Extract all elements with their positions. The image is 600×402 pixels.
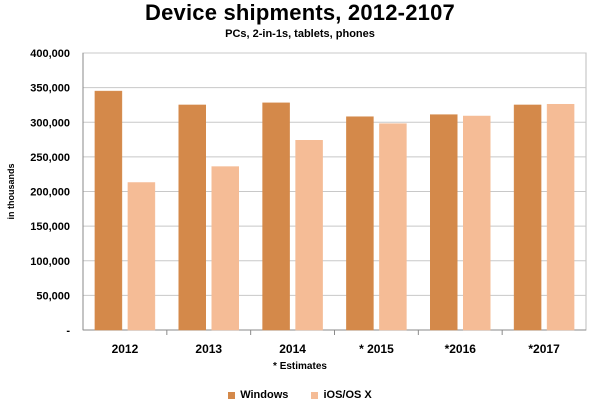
bar-ios-2	[295, 140, 323, 331]
x-tick-label: * 2015	[359, 342, 394, 356]
y-tick-label: 250,000	[30, 152, 70, 164]
legend-item-ios: iOS/OS X	[311, 389, 372, 401]
chart-title: Device shipments, 2012-2107	[145, 0, 455, 25]
y-tick-label: -	[66, 325, 70, 337]
estimates-note: * Estimates	[273, 361, 327, 372]
bar-windows-0	[94, 90, 123, 331]
legend-swatch-windows	[228, 391, 236, 399]
legend-label-ios: iOS/OS X	[323, 389, 372, 401]
y-tick-label: 350,000	[30, 83, 70, 95]
x-tick-label: 2013	[195, 342, 222, 356]
y-tick-label: 150,000	[30, 221, 70, 233]
bar-ios-0	[127, 182, 156, 331]
chart-subtitle: PCs, 2-in-1s, tablets, phones	[225, 28, 375, 40]
bar-windows-1	[178, 104, 206, 331]
bar-windows-2	[262, 102, 290, 331]
bar-windows-5	[513, 104, 542, 331]
legend: Windows iOS/OS X	[0, 389, 600, 402]
legend-swatch-ios	[311, 391, 319, 399]
bar-windows-4	[430, 114, 458, 331]
y-tick-label: 200,000	[30, 187, 70, 199]
legend-item-windows: Windows	[228, 389, 288, 401]
bar-ios-5	[546, 103, 575, 331]
y-axis-label: in thousands	[6, 164, 16, 220]
x-tick-label: *2016	[445, 342, 477, 356]
x-tick-label: *2017	[528, 342, 560, 356]
y-tick-label: 100,000	[30, 256, 70, 268]
bar-ios-3	[379, 123, 407, 331]
y-tick-label: 300,000	[30, 117, 70, 129]
bar-windows-3	[346, 116, 374, 331]
legend-label-windows: Windows	[240, 389, 289, 401]
bar-ios-4	[463, 115, 491, 331]
bar-ios-1	[211, 166, 239, 331]
y-tick-label: 400,000	[30, 48, 70, 60]
x-tick-label: 2014	[279, 342, 306, 356]
y-tick-label: 50,000	[36, 290, 70, 302]
x-tick-label: 2012	[112, 342, 139, 356]
